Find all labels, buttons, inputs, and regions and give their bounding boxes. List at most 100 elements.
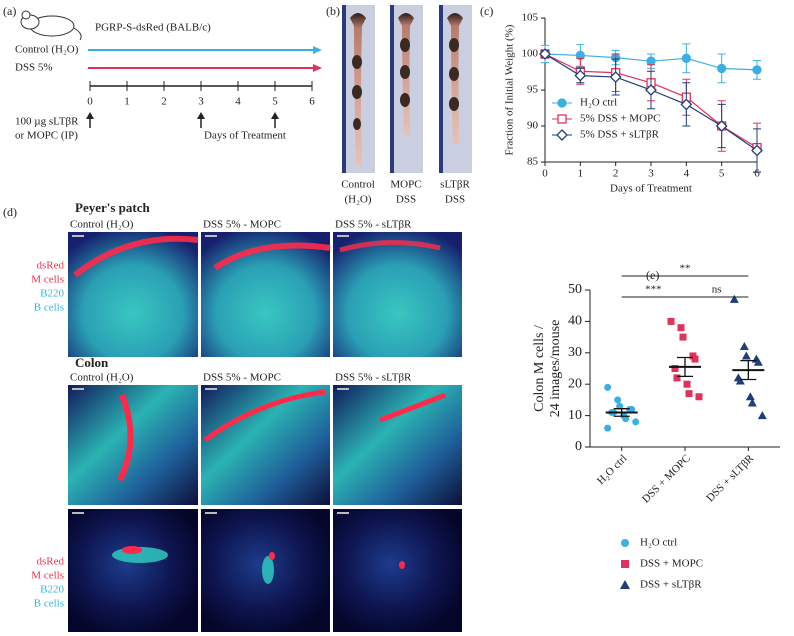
y-axis-label: 24 images/mouse — [548, 320, 563, 418]
mouse-icon — [20, 10, 82, 41]
y-tick-label: 95 — [527, 84, 539, 96]
sem-bar — [613, 408, 630, 417]
panel-label: (c) — [480, 4, 493, 18]
x-tick-label: 6 — [754, 168, 760, 180]
marker — [671, 365, 679, 372]
marker — [604, 424, 612, 432]
legend-marker — [621, 539, 629, 547]
timeline-tick-label: 1 — [124, 96, 130, 108]
x-tick-label: 0 — [542, 168, 548, 180]
y-tick-label: 20 — [568, 376, 582, 391]
sem-bar — [677, 356, 693, 377]
y-tick-label: 10 — [568, 408, 582, 423]
x-tick-label: DSS + MOPC — [640, 452, 693, 505]
legend-entry: 5% DSS + MOPC — [580, 113, 660, 125]
panel-label: (a) — [3, 4, 16, 18]
timeline-tick-label: 0 — [87, 96, 93, 108]
marker — [646, 56, 656, 66]
column-label: DSS 5% - sLTβR — [335, 372, 412, 384]
x-tick-label: 2 — [613, 168, 619, 180]
section-title: Peyer's patch — [75, 200, 151, 215]
y-tick-label: 85 — [527, 156, 539, 168]
marker — [673, 374, 681, 382]
marker — [685, 390, 693, 398]
photo-label: (H₂O) — [344, 194, 371, 206]
marker — [683, 380, 691, 388]
panel-label: (e) — [646, 268, 659, 282]
photo-label: DSS — [445, 194, 465, 206]
marker — [739, 342, 749, 351]
stain-legend: B220 — [40, 584, 64, 596]
panel-label: (d) — [3, 205, 17, 219]
marker — [715, 120, 728, 132]
column-label: Control (H₂O) — [70, 219, 134, 231]
x-tick-label: 3 — [648, 168, 654, 180]
stain-legend: dsRed — [37, 260, 65, 272]
marker — [729, 294, 739, 303]
marker — [645, 84, 657, 96]
x-tick-label: DSS + sLTβR — [704, 452, 756, 504]
timeline-axis-label: Days of Treatment — [204, 130, 286, 142]
stain-legend: B cells — [34, 302, 64, 314]
marker — [677, 324, 685, 332]
marker — [628, 405, 636, 413]
x-tick-label: 5 — [719, 168, 725, 180]
legend-marker — [621, 560, 629, 568]
y-tick-label: 0 — [575, 439, 582, 454]
marker — [667, 317, 675, 325]
legend-entry: DSS + sLTβR — [640, 579, 702, 591]
y-tick-label: 40 — [568, 314, 582, 329]
arrow-head — [86, 112, 94, 119]
marker — [757, 411, 767, 420]
marker — [616, 402, 624, 410]
x-axis-label: Days of Treatment — [610, 183, 692, 195]
group-label: Control (H₂O) — [15, 44, 79, 56]
marker — [695, 393, 703, 401]
stain-legend: B cells — [34, 598, 64, 610]
marker — [680, 98, 693, 111]
arrow-head — [271, 112, 279, 119]
legend-entry: H₂O ctrl — [580, 97, 617, 109]
injection-label: 100 µg sLTβR — [15, 116, 79, 128]
marker — [604, 383, 612, 391]
legend-marker — [557, 114, 567, 124]
legend-marker — [557, 98, 567, 108]
x-tick-label: 1 — [578, 168, 584, 180]
timeline-tick-label: 4 — [235, 96, 241, 108]
legend-marker — [556, 129, 568, 141]
marker — [752, 65, 762, 75]
y-axis-label: Fraction of Initial Weight (%) — [504, 24, 516, 155]
group-label: DSS 5% — [15, 62, 53, 74]
marker — [753, 357, 763, 366]
panel-label: (b) — [326, 4, 340, 18]
marker — [751, 144, 763, 157]
timeline-tick-label: 2 — [161, 96, 167, 108]
marker — [741, 351, 751, 360]
y-tick-label: 105 — [522, 12, 539, 24]
photo-label: Control — [341, 179, 375, 191]
stain-legend: M cells — [31, 570, 64, 582]
legend-entry: DSS + MOPC — [640, 558, 703, 570]
arrow-head — [197, 112, 205, 119]
significance-label: ** — [680, 263, 691, 275]
column-label: DSS 5% - MOPC — [203, 372, 281, 384]
marker — [622, 415, 630, 423]
legend-entry: H₂O ctrl — [640, 537, 677, 549]
strain-label: PGRP-S-dsRed (BALB/c) — [95, 22, 211, 34]
stain-legend: M cells — [31, 274, 64, 286]
stain-legend: B220 — [40, 288, 64, 300]
arrow-head — [313, 64, 322, 72]
marker — [717, 63, 727, 74]
photo-label: sLTβR — [440, 179, 470, 191]
column-label: DSS 5% - sLTβR — [335, 219, 412, 231]
marker — [614, 396, 622, 404]
x-tick-label: H₂O ctrl — [595, 452, 630, 487]
column-label: Control (H₂O) — [70, 372, 134, 384]
marker — [681, 53, 691, 63]
timeline-tick-label: 3 — [198, 96, 204, 108]
marker — [745, 392, 755, 401]
injection-label: or MOPC (IP) — [15, 130, 78, 142]
legend-marker — [620, 580, 630, 589]
timeline-tick-label: 5 — [272, 96, 278, 108]
